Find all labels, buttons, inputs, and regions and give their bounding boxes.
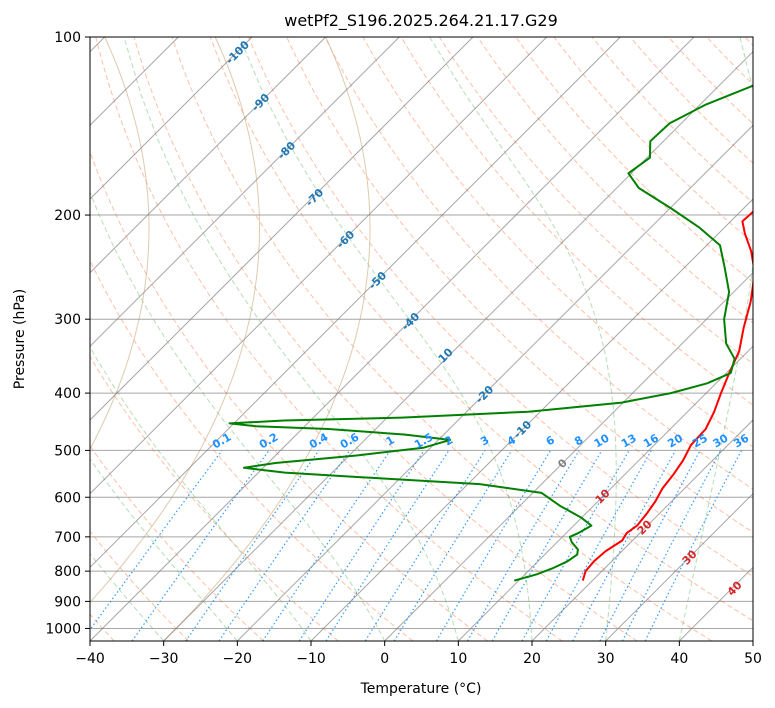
x-axis-title: Temperature (°C)	[360, 681, 482, 697]
dry-adiabat-line	[90, 259, 414, 641]
y-tick-label: 400	[54, 386, 81, 402]
mixing-ratio-line	[644, 450, 743, 641]
x-tick-label: 30	[597, 651, 615, 667]
dry-adiabat-line	[90, 355, 339, 641]
mixing-ratio-line	[545, 450, 652, 641]
dry-adiabat-line	[286, 37, 753, 533]
plot-background	[90, 37, 753, 641]
y-tick-label: 900	[54, 594, 81, 610]
isotherm-line	[90, 37, 695, 641]
y-tick-label: 200	[54, 208, 81, 224]
dry-adiabat-line	[133, 37, 638, 641]
isotherm-line	[90, 37, 253, 200]
x-tick-label: −40	[75, 651, 105, 667]
mixing-ratio-line	[393, 450, 513, 641]
axes: −40 −30 −20 −10 0 10 20 30 40 50 100 200 300 400 500 60…	[45, 30, 762, 667]
dry-adiabat-line	[95, 37, 563, 641]
y-tick-label: 300	[54, 312, 81, 328]
dry-adiabat-line	[515, 37, 753, 284]
mixing-ratio-line	[572, 450, 677, 641]
mixing-ratio-line	[131, 450, 270, 641]
x-tick-label: −10	[296, 651, 326, 667]
mixing-ratio-line	[298, 450, 425, 641]
x-tick-label: 50	[744, 651, 762, 667]
x-tick-label: 40	[670, 651, 688, 667]
isotherm-line	[90, 37, 548, 495]
isotherm-line	[90, 37, 474, 421]
dry-adiabat-line	[477, 37, 753, 324]
dry-adiabat-line	[591, 37, 753, 204]
moist-adiabat-line	[429, 37, 617, 641]
y-tick-label: 600	[54, 490, 81, 506]
moist-adiabat-line	[678, 37, 753, 641]
dry-adiabat-line	[90, 530, 190, 641]
isotherm-line	[90, 37, 400, 348]
dry-adiabat-line	[324, 37, 753, 490]
data-series	[228, 84, 753, 582]
moist-adiabat-line	[123, 37, 459, 641]
mixing-ratio-line	[621, 450, 722, 641]
x-tick-label: 10	[449, 651, 467, 667]
y-tick-label: 500	[54, 443, 81, 459]
moist-adiabat-line	[238, 37, 533, 641]
isotherm-line	[310, 198, 753, 641]
mixing-ratio-line	[262, 450, 391, 641]
mixing-ratio-line	[90, 450, 223, 631]
mixing-ratio-line	[325, 450, 450, 641]
isotherm-line	[605, 492, 753, 641]
dry-adiabat-line	[438, 37, 753, 365]
isotherm-line	[236, 124, 753, 641]
y-tick-label: 800	[54, 564, 81, 580]
mixing-ratio-line	[218, 450, 351, 641]
dry-adiabat-line	[171, 37, 712, 641]
moist-adiabat-line	[90, 190, 386, 641]
chart-title: wetPf2_S196.2025.264.21.17.G29	[284, 11, 558, 31]
y-tick-label: 1000	[45, 621, 81, 637]
x-tick-label: 20	[523, 651, 541, 667]
x-tick-label: 0	[380, 651, 389, 667]
y-tick-label: 700	[54, 530, 81, 546]
theta-e-line	[163, 37, 371, 641]
dry-adiabat-line	[209, 37, 753, 622]
isotherm-line	[457, 345, 753, 641]
isotherm-line	[384, 271, 753, 641]
isotherm-line	[163, 50, 753, 641]
dewpoint-line	[228, 84, 753, 582]
dry-adiabat-line	[400, 37, 753, 406]
mixing-ratio-line	[185, 450, 320, 641]
y-axis-title: Pressure (hPa)	[12, 289, 28, 389]
moist-adiabat-line	[90, 458, 238, 641]
dry-adiabat-line	[362, 37, 753, 448]
isotherm-line	[90, 37, 621, 569]
y-tick-label: 100	[54, 30, 81, 46]
isotherm-line	[752, 640, 753, 641]
grid-lines	[90, 37, 753, 641]
theta-e-line	[90, 37, 150, 451]
plot-frame	[89, 36, 754, 642]
isotherm-line	[90, 37, 327, 274]
isotherm-line	[531, 419, 753, 641]
dry-adiabat-line	[90, 150, 488, 641]
x-tick-label: −30	[149, 651, 179, 667]
x-tick-label: −20	[223, 651, 253, 667]
